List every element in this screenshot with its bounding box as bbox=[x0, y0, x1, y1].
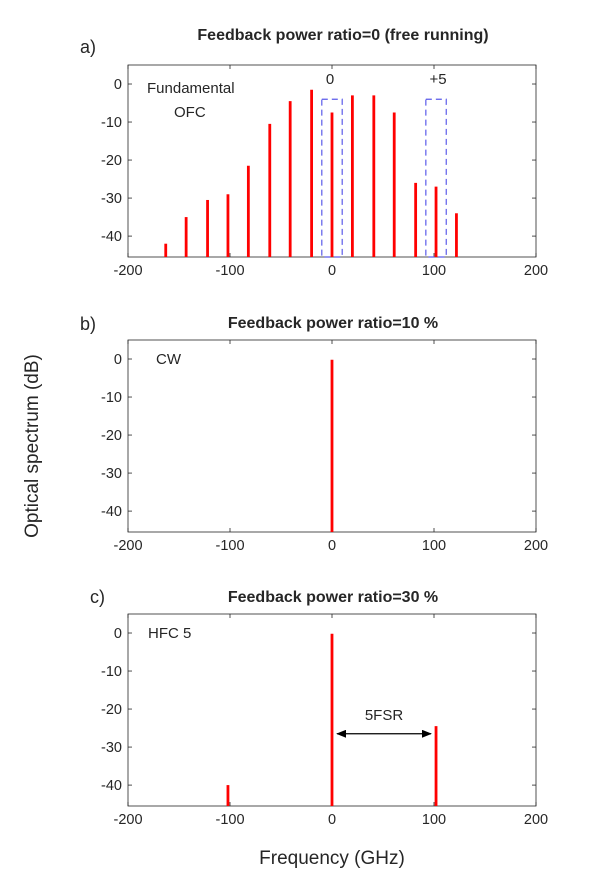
panel-label: a) bbox=[80, 37, 96, 57]
y-tick-label: -10 bbox=[101, 115, 122, 131]
spectrum-lines bbox=[226, 633, 438, 806]
highlight-box bbox=[425, 98, 447, 258]
y-tick-label: -20 bbox=[101, 702, 122, 718]
x-tick-label: -100 bbox=[215, 263, 244, 279]
x-tick-label: -200 bbox=[113, 263, 142, 279]
panel-label: c) bbox=[90, 587, 105, 607]
panel-label: b) bbox=[80, 314, 96, 334]
chart-title: Feedback power ratio=10 % bbox=[228, 315, 438, 332]
spectrum-lines bbox=[164, 89, 458, 257]
y-tick-label: -40 bbox=[101, 778, 122, 794]
x-tick-label: 100 bbox=[422, 538, 446, 554]
x-tick-label: 0 bbox=[328, 538, 336, 554]
x-tick-label: 200 bbox=[524, 538, 548, 554]
x-tick-label: -200 bbox=[113, 538, 142, 554]
y-tick-label: -30 bbox=[101, 191, 122, 207]
annotation-box-0: 0 bbox=[326, 71, 334, 88]
y-tick-label: -10 bbox=[101, 390, 122, 406]
y-tick-label: -10 bbox=[101, 664, 122, 680]
panel-c: c) Feedback power ratio=30 % -200 -100 0 10… bbox=[90, 587, 548, 828]
annotation-hfc5: HFC 5 bbox=[148, 625, 191, 642]
highlight-box bbox=[321, 98, 343, 258]
x-tick-label: 100 bbox=[422, 812, 446, 828]
axis-ticks: -200 -100 0 100 200 0 -10 -20 -30 -40 bbox=[101, 340, 548, 554]
y-tick-label: 0 bbox=[114, 626, 122, 642]
y-tick-label: -40 bbox=[101, 504, 122, 520]
x-tick-label: 200 bbox=[524, 812, 548, 828]
y-tick-label: 0 bbox=[114, 352, 122, 368]
x-tick-label: 0 bbox=[328, 812, 336, 828]
annotation-fundamental: Fundamental bbox=[147, 80, 235, 97]
annotation-5fsr: 5FSR bbox=[365, 707, 404, 724]
x-tick-label: -100 bbox=[215, 538, 244, 554]
annotation-box-plus5: +5 bbox=[429, 71, 446, 88]
panel-a: a) Feedback power ratio=0 (free running)… bbox=[80, 27, 548, 279]
panel-b: b) Feedback power ratio=10 % -200 -100 0 10… bbox=[80, 314, 548, 554]
y-tick-label: -20 bbox=[101, 153, 122, 169]
highlight-boxes bbox=[321, 98, 447, 258]
y-tick-label: -40 bbox=[101, 229, 122, 245]
chart-title: Feedback power ratio=0 (free running) bbox=[197, 27, 488, 44]
axis-ticks: -200 -100 0 100 200 0 -10 -20 -30 -40 bbox=[101, 65, 548, 279]
x-tick-label: 0 bbox=[328, 263, 336, 279]
x-tick-label: -100 bbox=[215, 812, 244, 828]
y-tick-label: -30 bbox=[101, 466, 122, 482]
x-axis-label: Frequency (GHz) bbox=[259, 848, 405, 869]
x-tick-label: 200 bbox=[524, 263, 548, 279]
x-tick-label: 100 bbox=[422, 263, 446, 279]
chart-title: Feedback power ratio=30 % bbox=[228, 589, 438, 606]
y-tick-label: 0 bbox=[114, 77, 122, 93]
x-tick-label: -200 bbox=[113, 812, 142, 828]
y-tick-label: -30 bbox=[101, 740, 122, 756]
axis-ticks: -200 -100 0 100 200 0 -10 -20 -30 -40 bbox=[101, 614, 548, 828]
y-axis-label: Optical spectrum (dB) bbox=[22, 354, 43, 538]
y-tick-label: -20 bbox=[101, 428, 122, 444]
annotation-ofc: OFC bbox=[174, 104, 206, 121]
annotation-cw: CW bbox=[156, 351, 182, 368]
